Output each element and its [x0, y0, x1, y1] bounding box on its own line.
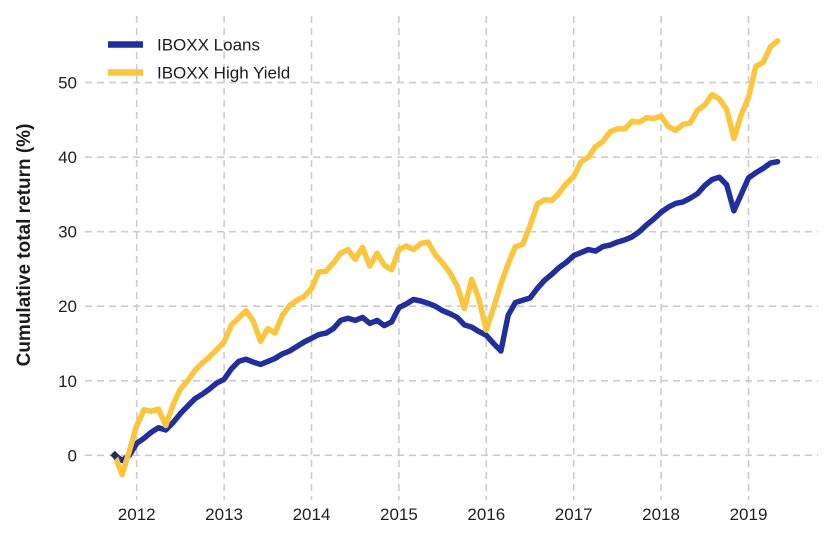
x-tick-label-2013: 2013 — [205, 505, 243, 524]
legend: IBOXX Loans IBOXX High Yield — [108, 36, 290, 83]
axis-tick-labels: 0 10 20 30 40 50 2012 2013 2014 2015 2016 2017 2018 2… — [58, 74, 767, 524]
y-tick-label-10: 10 — [58, 372, 77, 391]
series-line-iboxx-high-yield — [112, 38, 781, 478]
series-line-iboxx-loans — [112, 158, 781, 464]
x-tick-label-2018: 2018 — [642, 505, 680, 524]
series-start-marker — [110, 450, 120, 460]
x-tick-label-2014: 2014 — [293, 505, 331, 524]
x-tick-label-2017: 2017 — [555, 505, 593, 524]
y-tick-label-30: 30 — [58, 223, 77, 242]
y-tick-label-50: 50 — [58, 74, 77, 93]
y-tick-label-0: 0 — [68, 446, 77, 465]
y-axis-title: Cumulative total return (%) — [14, 124, 35, 367]
x-tick-label-2019: 2019 — [730, 505, 768, 524]
gridlines — [85, 16, 818, 500]
legend-label-iboxx-high-yield: IBOXX High Yield — [157, 64, 290, 83]
legend-label-iboxx-loans: IBOXX Loans — [157, 36, 260, 55]
series-lines — [110, 38, 781, 478]
x-tick-label-2016: 2016 — [467, 505, 505, 524]
x-tick-label-2012: 2012 — [118, 505, 156, 524]
y-tick-label-40: 40 — [58, 148, 77, 167]
y-tick-label-20: 20 — [58, 297, 77, 316]
x-tick-label-2015: 2015 — [380, 505, 418, 524]
